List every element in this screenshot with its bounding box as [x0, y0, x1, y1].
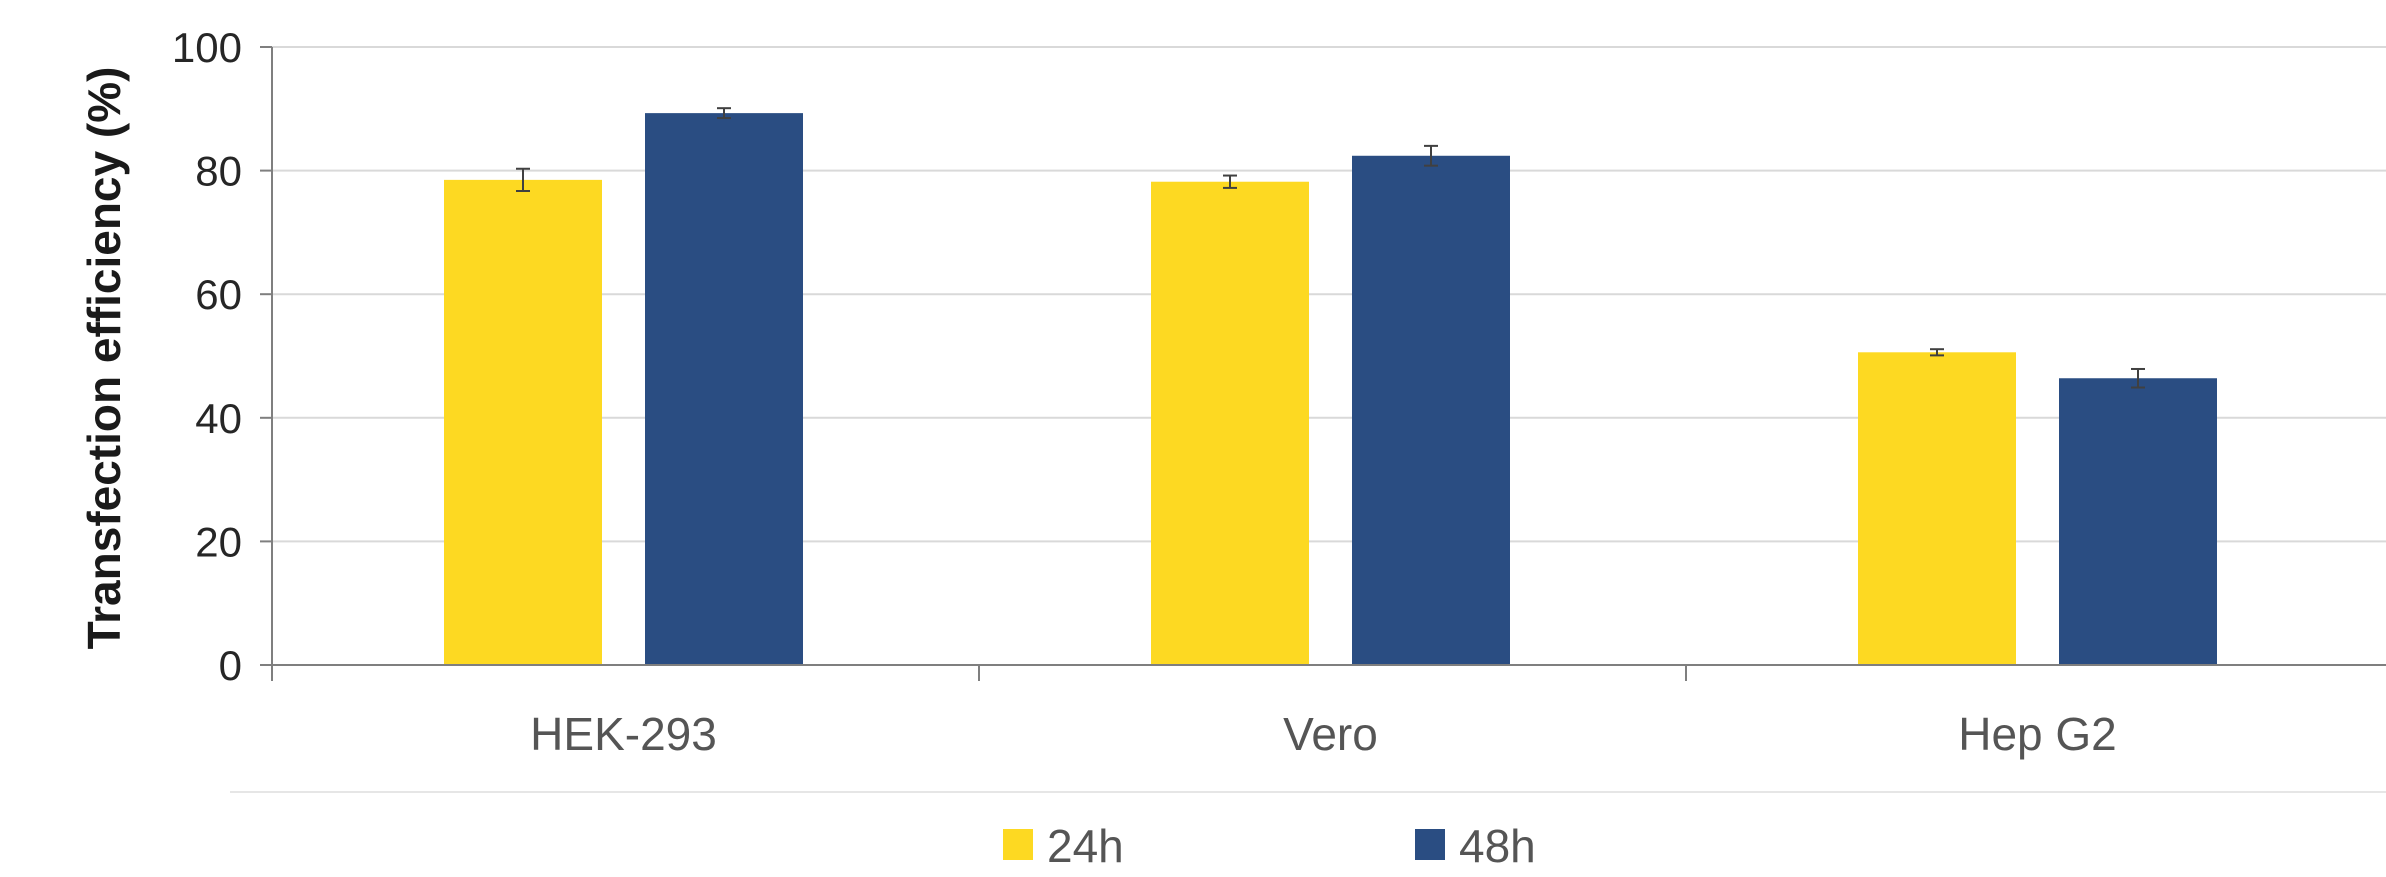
axes — [260, 46, 2386, 681]
bars — [444, 107, 2217, 666]
bar-24h-Hep G2 — [1858, 352, 2016, 665]
bar-24h-Vero — [1151, 181, 1309, 665]
x-category-label: HEK-293 — [530, 708, 717, 760]
bar-48h-HEK-293 — [645, 113, 803, 666]
y-tick-label: 60 — [195, 271, 242, 318]
y-tick-labels: 0 20 40 60 80 100 — [172, 24, 242, 689]
y-tick-label: 20 — [195, 518, 242, 565]
x-category-labels: HEK-293 Vero Hep G2 — [530, 708, 2117, 760]
legend: 24h 48h — [1003, 820, 1536, 872]
y-tick-label: 100 — [172, 24, 242, 71]
y-tick-label: 40 — [195, 395, 242, 442]
bar-48h-Hep G2 — [2059, 378, 2217, 665]
x-category-label: Vero — [1283, 708, 1378, 760]
legend-swatch-48h — [1415, 829, 1445, 860]
y-tick-label: 80 — [195, 148, 242, 195]
x-category-label: Hep G2 — [1958, 708, 2117, 760]
bar-48h-Vero — [1352, 155, 1510, 665]
legend-label-48h: 48h — [1459, 820, 1536, 872]
y-tick-label: 0 — [219, 642, 242, 689]
legend-label-24h: 24h — [1047, 820, 1124, 872]
bar-24h-HEK-293 — [444, 179, 602, 665]
y-axis-label: Transfection efficiency (%) — [78, 67, 130, 650]
legend-swatch-24h — [1003, 829, 1033, 860]
gridlines — [272, 46, 2386, 543]
